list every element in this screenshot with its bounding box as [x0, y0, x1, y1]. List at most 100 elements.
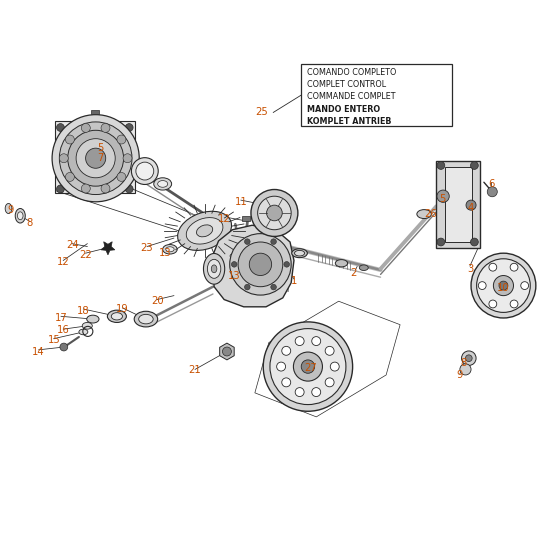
Text: MANDO ENTERO: MANDO ENTERO	[307, 105, 380, 114]
Circle shape	[312, 388, 321, 396]
Circle shape	[487, 186, 497, 197]
Ellipse shape	[360, 265, 368, 270]
Circle shape	[52, 115, 139, 202]
Ellipse shape	[136, 162, 154, 180]
Circle shape	[470, 238, 478, 246]
Text: 1: 1	[291, 276, 297, 286]
Text: 21: 21	[189, 366, 202, 376]
Text: 5: 5	[97, 143, 103, 153]
Circle shape	[125, 124, 133, 132]
Ellipse shape	[295, 250, 305, 256]
Circle shape	[489, 263, 497, 271]
Circle shape	[57, 185, 64, 193]
Circle shape	[521, 282, 529, 290]
Text: 4: 4	[468, 203, 474, 213]
Ellipse shape	[158, 180, 167, 187]
Text: 27: 27	[304, 363, 317, 374]
Circle shape	[57, 124, 64, 132]
Circle shape	[81, 184, 90, 193]
Ellipse shape	[79, 329, 88, 335]
Ellipse shape	[203, 254, 225, 284]
Circle shape	[101, 184, 110, 193]
Text: 13: 13	[159, 248, 172, 258]
Text: 3: 3	[467, 264, 473, 274]
Ellipse shape	[17, 212, 23, 220]
Ellipse shape	[335, 260, 348, 267]
Bar	[242, 216, 250, 221]
Text: 15: 15	[48, 335, 60, 346]
Circle shape	[282, 346, 291, 355]
Ellipse shape	[230, 254, 239, 259]
Circle shape	[466, 200, 476, 210]
Ellipse shape	[211, 265, 217, 273]
Text: 22: 22	[79, 250, 92, 260]
Ellipse shape	[163, 245, 177, 254]
Circle shape	[489, 300, 497, 308]
Ellipse shape	[154, 178, 171, 190]
Circle shape	[471, 253, 536, 318]
Circle shape	[86, 148, 106, 168]
Bar	[55, 121, 135, 193]
Circle shape	[493, 276, 514, 296]
Circle shape	[301, 360, 315, 374]
Text: 7: 7	[97, 153, 103, 163]
Text: 11: 11	[235, 197, 248, 207]
Circle shape	[510, 263, 518, 271]
Circle shape	[282, 378, 291, 387]
Text: 8: 8	[27, 218, 33, 228]
Text: COMANDO COMPLETO: COMANDO COMPLETO	[307, 68, 396, 77]
Polygon shape	[213, 225, 294, 307]
Circle shape	[68, 130, 124, 186]
Circle shape	[510, 300, 518, 308]
Circle shape	[76, 139, 115, 178]
Text: COMPLET CONTROL: COMPLET CONTROL	[307, 80, 386, 89]
Text: 17: 17	[55, 313, 67, 323]
Circle shape	[117, 172, 126, 181]
Ellipse shape	[139, 314, 153, 324]
Bar	[445, 167, 472, 242]
Circle shape	[258, 196, 291, 230]
Ellipse shape	[207, 259, 221, 278]
Circle shape	[499, 281, 508, 290]
Circle shape	[267, 205, 282, 221]
Circle shape	[437, 162, 445, 169]
Circle shape	[284, 262, 290, 267]
Circle shape	[271, 284, 277, 290]
Ellipse shape	[227, 251, 241, 260]
Circle shape	[125, 185, 133, 193]
Circle shape	[59, 154, 68, 163]
Ellipse shape	[166, 247, 174, 252]
Text: 13: 13	[228, 270, 240, 281]
Circle shape	[238, 242, 283, 287]
Circle shape	[230, 234, 291, 295]
Text: 6: 6	[488, 179, 494, 189]
Text: KOMPLET ANTRIEB: KOMPLET ANTRIEB	[307, 117, 391, 126]
Ellipse shape	[197, 225, 213, 237]
Circle shape	[66, 135, 74, 144]
Ellipse shape	[108, 310, 127, 323]
Circle shape	[222, 347, 231, 356]
Ellipse shape	[417, 209, 431, 218]
Ellipse shape	[87, 315, 99, 323]
Circle shape	[81, 123, 90, 132]
Circle shape	[330, 362, 339, 371]
Text: 5: 5	[439, 194, 445, 204]
Text: 18: 18	[77, 306, 90, 316]
Circle shape	[312, 337, 321, 346]
Circle shape	[461, 351, 476, 366]
Text: 23: 23	[141, 242, 153, 253]
Circle shape	[270, 329, 346, 404]
Circle shape	[295, 388, 304, 396]
Text: 9: 9	[8, 205, 14, 215]
Polygon shape	[101, 242, 115, 255]
Circle shape	[231, 262, 237, 267]
Ellipse shape	[15, 208, 25, 223]
Circle shape	[251, 189, 298, 236]
Circle shape	[437, 238, 445, 246]
Circle shape	[470, 162, 478, 169]
Circle shape	[249, 253, 272, 276]
Circle shape	[478, 282, 486, 290]
Text: 25: 25	[256, 108, 268, 118]
Circle shape	[277, 362, 286, 371]
Ellipse shape	[292, 249, 307, 258]
